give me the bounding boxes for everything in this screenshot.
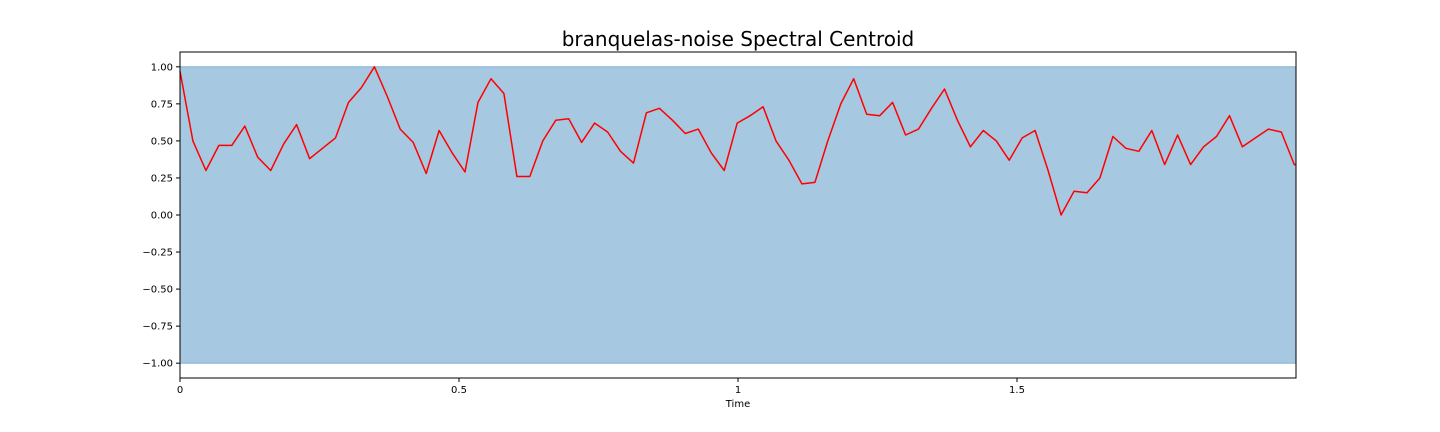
y-tick-label: −0.75 xyxy=(142,322,173,333)
x-axis-label: Time xyxy=(725,399,750,410)
y-tick-label: −0.25 xyxy=(142,248,173,259)
y-tick-label: 0.00 xyxy=(151,211,173,222)
centroid-series-line xyxy=(179,66,1296,216)
chart-title: branquelas-noise Spectral Centroid xyxy=(562,27,915,51)
y-tick-label: −1.00 xyxy=(142,359,173,370)
x-tick-label: 1.5 xyxy=(1009,385,1025,396)
y-axis: 1.00 0.75 0.50 0.25 0.00 −0.25 −0.50 −0.75 −1.00 xyxy=(142,62,180,370)
y-tick-label: −0.50 xyxy=(142,285,173,296)
y-tick-label: 0.75 xyxy=(151,99,173,110)
waveform-band xyxy=(179,66,1297,364)
y-tick-label: 0.50 xyxy=(151,136,173,147)
x-axis: 0 0.5 1 1.5 xyxy=(177,378,1025,396)
y-tick-label: 0.25 xyxy=(151,173,173,184)
y-tick-label: 1.00 xyxy=(151,62,173,73)
plot-area xyxy=(179,51,1297,379)
x-tick-label: 0 xyxy=(177,385,183,396)
x-tick-label: 0.5 xyxy=(451,385,467,396)
x-tick-label: 1 xyxy=(735,385,741,396)
